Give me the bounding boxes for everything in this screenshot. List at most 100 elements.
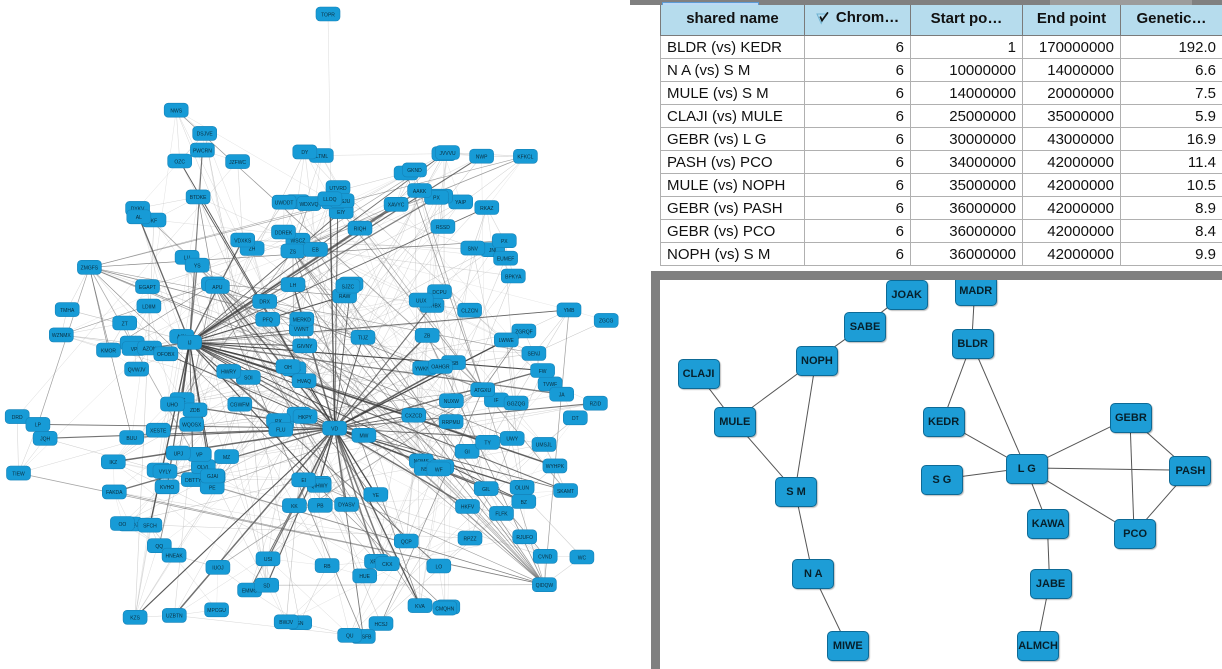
svg-text:DDREK: DDREK xyxy=(275,230,293,236)
svg-text:VYLY: VYLY xyxy=(159,470,172,476)
svg-text:FAKDA: FAKDA xyxy=(106,490,123,496)
svg-text:KMOR: KMOR xyxy=(101,348,116,354)
svg-text:DT: DT xyxy=(572,416,579,422)
svg-text:VWNT: VWNT xyxy=(294,327,309,333)
svg-text:PWCRN: PWCRN xyxy=(193,148,212,154)
svg-text:JA: JA xyxy=(559,393,566,399)
svg-text:UWY: UWY xyxy=(506,437,518,443)
svg-text:CGWFM: CGWFM xyxy=(230,403,249,409)
svg-text:XESTE: XESTE xyxy=(150,429,167,435)
svg-text:LP: LP xyxy=(35,423,42,429)
svg-text:RJUFO: RJUFO xyxy=(516,535,533,541)
svg-text:IUOJ: IUOJ xyxy=(212,566,224,572)
svg-text:KZS: KZS xyxy=(130,616,140,622)
svg-text:SD: SD xyxy=(263,584,270,590)
svg-text:ZB: ZB xyxy=(424,334,431,340)
svg-text:EB: EB xyxy=(312,248,319,254)
svg-text:IJ: IJ xyxy=(188,341,192,347)
svg-text:WQOSX: WQOSX xyxy=(182,423,202,429)
svg-text:OO: OO xyxy=(119,522,127,528)
svg-text:SOI: SOI xyxy=(244,376,253,382)
svg-text:AL: AL xyxy=(136,215,142,221)
svg-text:SFCH: SFCH xyxy=(143,524,157,530)
svg-text:SENJ: SENJ xyxy=(528,352,541,358)
svg-text:RIQH: RIQH xyxy=(354,227,367,233)
svg-text:WF: WF xyxy=(435,467,443,473)
svg-text:DBTTY: DBTTY xyxy=(185,478,202,484)
svg-text:PX: PX xyxy=(501,239,508,245)
svg-text:GJAI: GJAI xyxy=(207,474,218,480)
svg-text:GKND: GKND xyxy=(407,168,422,174)
svg-text:KVHO: KVHO xyxy=(160,485,174,491)
svg-text:QVWJV: QVWJV xyxy=(128,367,146,373)
svg-text:FLFK: FLFK xyxy=(495,512,508,518)
svg-text:WC: WC xyxy=(578,555,587,561)
svg-text:UTVRD: UTVRD xyxy=(329,186,347,192)
svg-text:GI: GI xyxy=(464,450,469,456)
svg-text:ZDB: ZDB xyxy=(190,408,201,414)
svg-text:NWP: NWP xyxy=(476,155,488,161)
svg-text:YMB: YMB xyxy=(564,308,576,314)
svg-text:CLZCN: CLZCN xyxy=(461,309,478,315)
svg-text:QIDQW: QIDQW xyxy=(536,583,554,589)
svg-text:KK: KK xyxy=(291,504,298,510)
svg-text:YS: YS xyxy=(194,264,201,270)
svg-text:NWS: NWS xyxy=(170,109,182,115)
svg-text:XAVYC: XAVYC xyxy=(388,203,405,209)
svg-text:VD: VD xyxy=(331,427,338,433)
svg-text:MERKD: MERKD xyxy=(293,317,311,323)
svg-text:CXZCD: CXZCD xyxy=(405,414,423,420)
svg-text:FLU: FLU xyxy=(276,428,286,434)
svg-text:FW: FW xyxy=(539,369,547,375)
svg-text:RZID: RZID xyxy=(590,402,602,408)
svg-text:NUXW: NUXW xyxy=(444,399,460,405)
svg-text:RSSD: RSSD xyxy=(436,225,450,231)
svg-text:LH: LH xyxy=(290,283,297,289)
svg-text:WSCZ: WSCZ xyxy=(291,239,306,245)
svg-text:TMHA: TMHA xyxy=(60,308,75,314)
svg-text:HNEAK: HNEAK xyxy=(165,554,183,560)
svg-text:HCSJ: HCSJ xyxy=(374,622,388,628)
svg-text:KF: KF xyxy=(151,218,157,224)
svg-text:JQH: JQH xyxy=(40,437,50,443)
svg-text:BZ: BZ xyxy=(521,500,527,506)
svg-text:WYHPK: WYHPK xyxy=(546,464,565,470)
svg-text:LDIIM: LDIIM xyxy=(142,304,155,310)
svg-text:HWRY: HWRY xyxy=(221,370,237,376)
svg-text:OFOBX: OFOBX xyxy=(157,352,175,358)
svg-text:BWJV: BWJV xyxy=(279,620,294,626)
svg-text:DSJVE: DSJVE xyxy=(197,132,214,138)
svg-text:GIVNY: GIVNY xyxy=(297,344,313,350)
svg-text:EUMEF: EUMEF xyxy=(497,257,515,263)
svg-text:VP: VP xyxy=(196,453,203,459)
svg-text:HKPY: HKPY xyxy=(298,415,312,421)
svg-text:BPKYA: BPKYA xyxy=(505,274,522,280)
svg-text:UUX: UUX xyxy=(416,298,427,304)
svg-text:PX: PX xyxy=(433,196,440,202)
svg-text:RAW: RAW xyxy=(339,294,351,300)
svg-text:IKZ: IKZ xyxy=(109,460,117,466)
svg-text:GGZQG: GGZQG xyxy=(507,401,526,407)
svg-text:ZS: ZS xyxy=(290,249,297,255)
svg-text:CMQHN: CMQHN xyxy=(435,606,454,612)
svg-text:ZT: ZT xyxy=(122,321,128,327)
svg-text:GIL: GIL xyxy=(482,487,490,493)
svg-text:PE: PE xyxy=(209,485,216,491)
svg-text:DY: DY xyxy=(301,150,309,156)
svg-text:SJZC: SJZC xyxy=(342,284,355,290)
svg-text:UWDDT: UWDDT xyxy=(275,201,294,207)
svg-text:RKAZ: RKAZ xyxy=(480,206,493,212)
svg-text:ZMGFS: ZMGFS xyxy=(81,266,99,272)
svg-text:AAKK: AAKK xyxy=(413,189,427,195)
svg-text:VDXKS: VDXKS xyxy=(234,238,252,244)
svg-text:YE: YE xyxy=(372,493,379,499)
svg-text:BUU: BUU xyxy=(126,436,137,442)
svg-text:LLOQ: LLOQ xyxy=(323,197,336,203)
svg-text:LWWE: LWWE xyxy=(499,338,515,344)
svg-text:TOPR: TOPR xyxy=(321,12,335,18)
svg-text:PFQ: PFQ xyxy=(263,318,273,324)
svg-text:MPCGU: MPCGU xyxy=(207,608,226,614)
svg-text:TIEW: TIEW xyxy=(12,471,25,477)
svg-text:WZNMX: WZNMX xyxy=(52,333,72,339)
svg-text:TIJZ: TIJZ xyxy=(358,336,368,342)
